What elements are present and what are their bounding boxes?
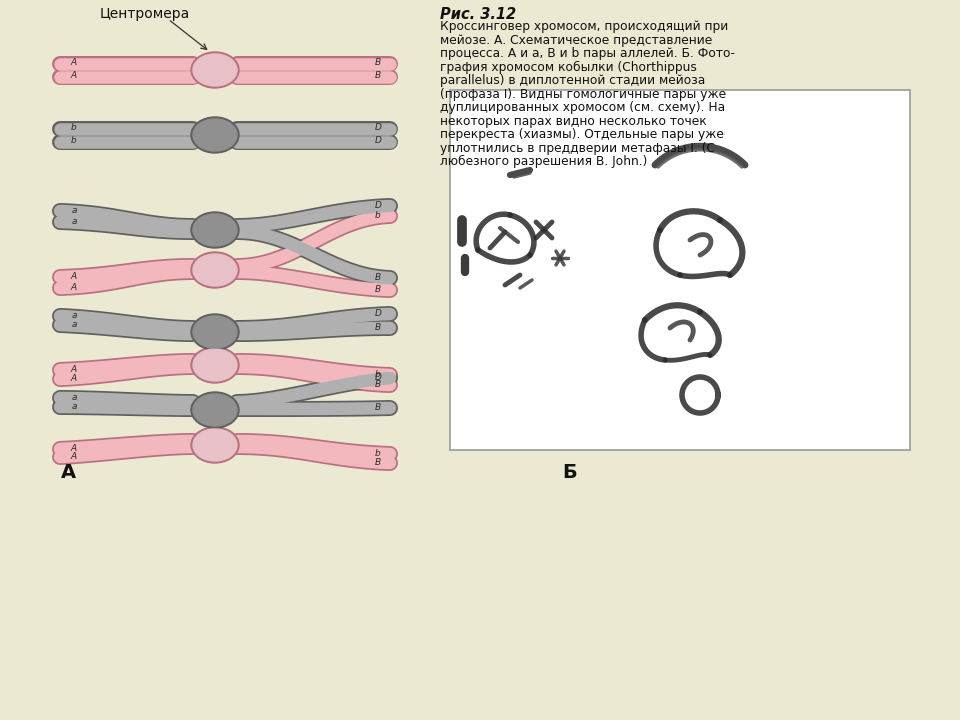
Ellipse shape (193, 349, 237, 381)
Ellipse shape (191, 212, 239, 248)
Text: A: A (71, 58, 77, 66)
Text: A: A (71, 374, 77, 382)
Text: Б: Б (563, 462, 577, 482)
Text: A: A (71, 282, 77, 292)
Text: B: B (375, 58, 381, 66)
Text: b: b (375, 449, 381, 457)
Text: b: b (375, 210, 381, 220)
Ellipse shape (191, 347, 239, 383)
Text: A: A (71, 71, 77, 79)
Text: B: B (375, 402, 381, 412)
Text: D: D (374, 200, 381, 210)
Text: a: a (71, 217, 77, 225)
Text: мейозе. А. Схематическое представление: мейозе. А. Схематическое представление (440, 34, 712, 47)
Text: А: А (60, 462, 76, 482)
Ellipse shape (191, 252, 239, 288)
Text: перекреста (хиазмы). Отдельные пары уже: перекреста (хиазмы). Отдельные пары уже (440, 128, 724, 141)
Text: a: a (71, 320, 77, 328)
Text: a: a (71, 310, 77, 320)
Text: B: B (375, 71, 381, 79)
Text: B: B (375, 379, 381, 389)
Ellipse shape (193, 214, 237, 246)
Text: B: B (375, 284, 381, 294)
Text: D: D (374, 308, 381, 318)
Text: D: D (374, 135, 381, 145)
Text: Кроссинговер хромосом, происходящий при: Кроссинговер хромосом, происходящий при (440, 20, 729, 33)
Text: B: B (375, 272, 381, 282)
Ellipse shape (191, 427, 239, 463)
Text: A: A (71, 271, 77, 281)
Text: графия хромосом кобылки (Chorthippus: графия хромосом кобылки (Chorthippus (440, 60, 697, 73)
Ellipse shape (193, 54, 237, 86)
Ellipse shape (191, 52, 239, 88)
Text: A: A (71, 451, 77, 461)
Text: Центромера: Центромера (100, 7, 190, 21)
Text: дуплицированных хромосом (см. схему). На: дуплицированных хромосом (см. схему). На (440, 101, 725, 114)
Ellipse shape (193, 119, 237, 151)
Text: A: A (71, 444, 77, 452)
Text: a: a (71, 402, 77, 410)
Ellipse shape (191, 392, 239, 428)
Text: процесса. А и а, В и b пары аллелей. Б. Фото-: процесса. А и а, В и b пары аллелей. Б. … (440, 47, 735, 60)
Bar (450, 90, 910, 450)
Text: любезного разрешения В. John.): любезного разрешения В. John.) (440, 155, 647, 168)
Text: некоторых парах видно несколько точек: некоторых парах видно несколько точек (440, 114, 707, 127)
Text: B: B (375, 457, 381, 467)
Ellipse shape (193, 316, 237, 348)
Ellipse shape (191, 117, 239, 153)
Ellipse shape (191, 314, 239, 350)
Text: b: b (71, 135, 77, 145)
Text: A: A (71, 364, 77, 374)
Text: b: b (375, 369, 381, 379)
Text: (профаза I). Видны гомологичные пары уже: (профаза I). Видны гомологичные пары уже (440, 88, 726, 101)
Text: parallelus) в диплотенной стадии мейоза: parallelus) в диплотенной стадии мейоза (440, 74, 706, 87)
Text: Рис. 3.12: Рис. 3.12 (440, 7, 516, 22)
Ellipse shape (193, 429, 237, 461)
Text: D: D (374, 372, 381, 382)
Ellipse shape (193, 254, 237, 286)
Ellipse shape (193, 394, 237, 426)
Text: a: a (71, 205, 77, 215)
Text: b: b (71, 122, 77, 132)
Text: D: D (374, 122, 381, 132)
Text: a: a (71, 392, 77, 402)
Text: уплотнились в преддверии метафазы I. (С: уплотнились в преддверии метафазы I. (С (440, 142, 715, 155)
Text: B: B (375, 323, 381, 331)
